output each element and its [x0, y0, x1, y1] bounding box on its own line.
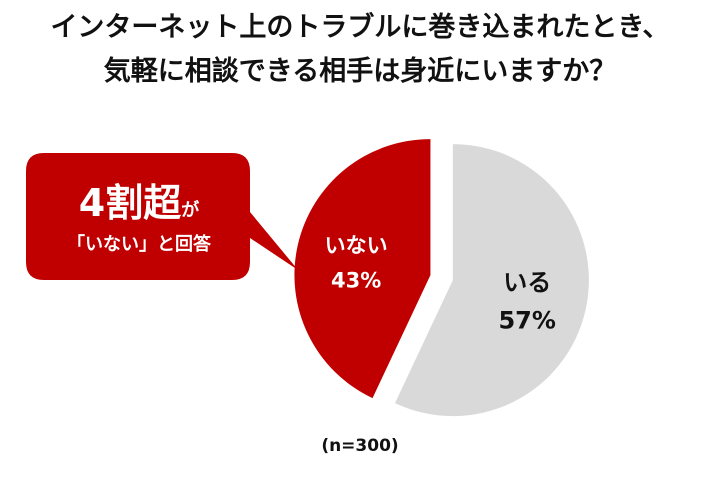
pie-slice-1 [394, 144, 589, 417]
pie-slice-1-value: 57% [498, 307, 555, 335]
chart-title-line-1: インターネット上のトラブルに巻き込まれたとき、 [50, 12, 670, 43]
pie-slice-2 [294, 139, 431, 399]
pie-slice-1-label: いる [503, 269, 551, 297]
callout-headline-main: 4割超 [78, 181, 182, 225]
chart-title-line-2: 気軽に相談できる相手は身近にいますか？ [103, 56, 617, 87]
chart-title: インターネット上のトラブルに巻き込まれたとき、 気軽に相談できる相手は身近にいま… [0, 6, 720, 94]
callout-headline: 4割超が [28, 182, 250, 224]
sample-size-note: (n=300) [321, 436, 399, 456]
pie-slice-2-value: 43% [331, 268, 381, 292]
pie-slice-2-label: いない [325, 233, 388, 257]
callout-subtext: 「いない」と回答 [67, 234, 211, 255]
callout-bubble-shape [26, 153, 298, 280]
callout-headline-particle: が [181, 200, 200, 221]
